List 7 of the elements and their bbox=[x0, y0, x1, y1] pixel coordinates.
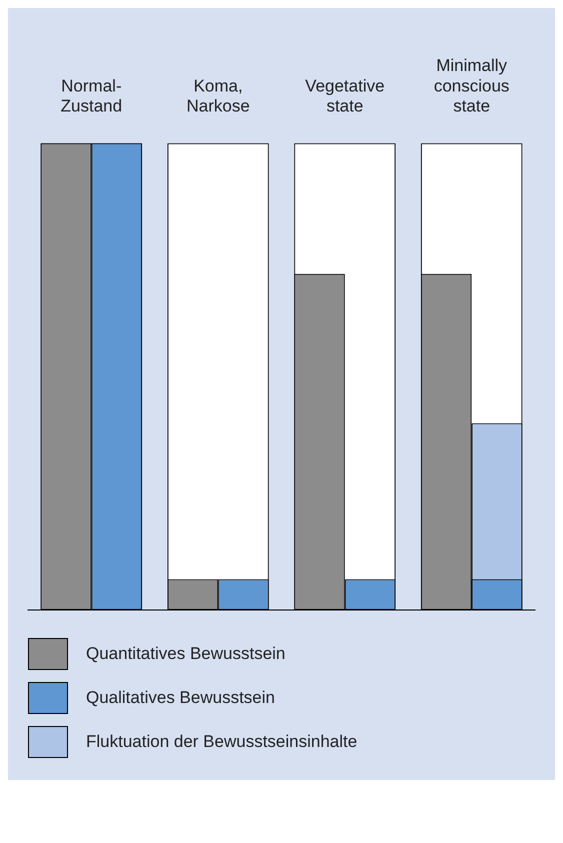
legend-label: Fluktuation der Bewusstseinsinhalte bbox=[86, 732, 358, 752]
x-tick-label: Normal-Zustand bbox=[60, 76, 122, 116]
x-tick-label: Minimally conscious state bbox=[434, 56, 510, 116]
legend-label: Qualitatives Bewusstsein bbox=[86, 688, 275, 708]
x-tick-label: Vegetative state bbox=[305, 76, 385, 116]
x-tick-label: Koma, Narkose bbox=[186, 76, 250, 116]
legend-label: Quantitatives Bewusstsein bbox=[86, 644, 286, 664]
